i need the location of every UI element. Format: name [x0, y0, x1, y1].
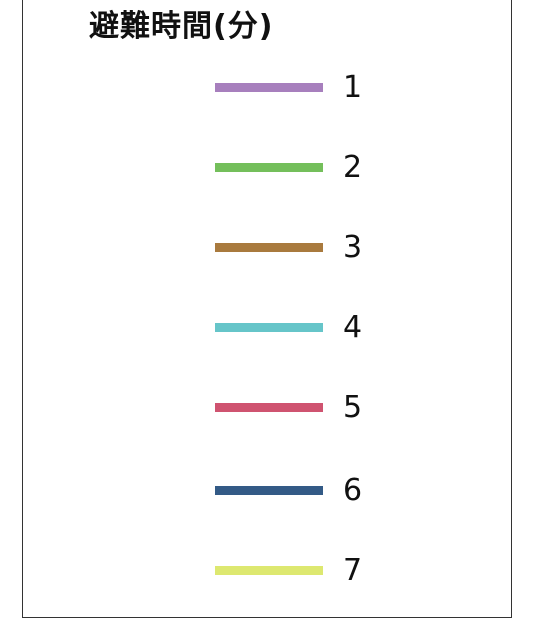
legend-item-6: 6 [215, 471, 375, 511]
legend-swatch-1 [215, 83, 323, 92]
legend-item-2: 2 [215, 148, 375, 188]
legend-label-6: 6 [343, 473, 363, 508]
legend-panel: 避難時間(分) 1 2 3 4 5 6 7 [22, 0, 512, 618]
legend-item-1: 1 [215, 68, 375, 108]
legend-swatch-4 [215, 323, 323, 332]
legend-item-3: 3 [215, 228, 375, 268]
legend-swatch-5 [215, 403, 323, 412]
legend-title: 避難時間(分) [89, 9, 274, 44]
legend-swatch-2 [215, 163, 323, 172]
legend-item-5: 5 [215, 388, 375, 428]
legend-label-2: 2 [343, 150, 363, 185]
legend-item-4: 4 [215, 308, 375, 348]
legend-swatch-6 [215, 486, 323, 495]
legend-item-7: 7 [215, 551, 375, 591]
legend-label-7: 7 [343, 553, 363, 588]
legend-swatch-3 [215, 243, 323, 252]
legend-swatch-7 [215, 566, 323, 575]
legend-label-1: 1 [343, 70, 363, 105]
legend-label-5: 5 [343, 390, 363, 425]
legend-label-4: 4 [343, 310, 363, 345]
legend-label-3: 3 [343, 230, 363, 265]
